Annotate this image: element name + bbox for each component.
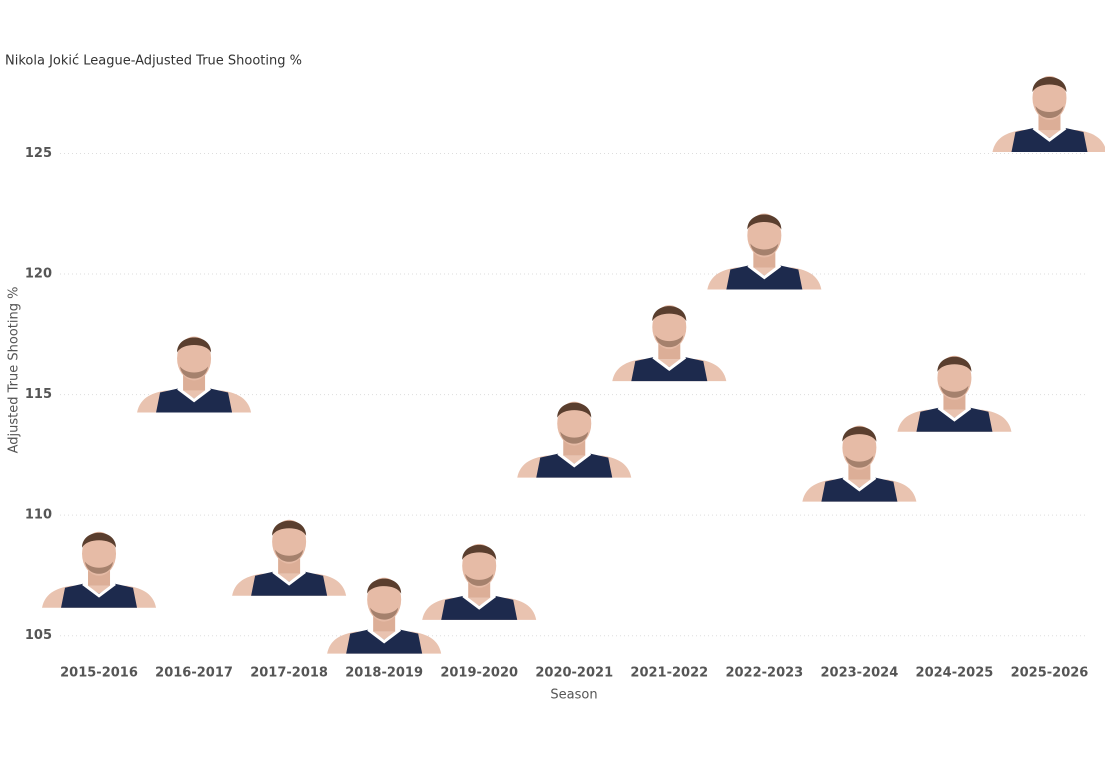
- beard: [465, 573, 494, 586]
- collar: [557, 452, 592, 468]
- x-tick-label: 2015-2016: [60, 666, 138, 681]
- x-tick-label: 2023-2024: [821, 666, 899, 681]
- x-tick-label: 2018-2019: [345, 666, 423, 681]
- player-marker: [42, 531, 157, 608]
- head: [747, 213, 782, 258]
- x-tick-label: 2017-2018: [250, 666, 328, 681]
- collar: [842, 476, 877, 492]
- y-axis-title: Adjusted True Shooting %: [7, 287, 22, 454]
- beard: [655, 335, 684, 348]
- player-marker: [137, 336, 252, 413]
- x-tick-label: 2019-2020: [440, 666, 518, 681]
- hair: [842, 426, 877, 442]
- player-marker: [897, 355, 1012, 432]
- head: [842, 425, 877, 470]
- player-marker: [612, 305, 727, 382]
- y-tick-label: 120: [25, 267, 52, 282]
- head: [557, 401, 592, 446]
- hair: [82, 532, 117, 548]
- chart-title: Nikola Jokić League-Adjusted True Shooti…: [5, 54, 302, 69]
- head: [937, 355, 972, 400]
- collar: [937, 406, 972, 422]
- collar: [272, 570, 307, 586]
- beard: [180, 366, 209, 379]
- x-tick-label: 2016-2017: [155, 666, 233, 681]
- collar: [367, 628, 402, 644]
- hair: [272, 520, 307, 536]
- y-tick-label: 110: [25, 508, 52, 523]
- x-tick-label: 2021-2022: [630, 666, 708, 681]
- x-tick-label: 2024-2025: [916, 666, 994, 681]
- head: [652, 305, 687, 350]
- head: [367, 577, 402, 622]
- collar: [747, 264, 782, 280]
- y-tick-label: 125: [25, 146, 52, 161]
- collar: [462, 594, 497, 610]
- collar: [652, 355, 687, 371]
- player-marker: [802, 425, 917, 502]
- hair: [557, 402, 592, 418]
- y-tick-label: 105: [25, 628, 52, 643]
- x-axis-title: Season: [550, 688, 597, 703]
- x-tick-label: 2020-2021: [535, 666, 613, 681]
- head: [177, 336, 212, 381]
- x-tick-label: 2025-2026: [1011, 666, 1089, 681]
- beard: [750, 243, 779, 256]
- player-marker: [992, 76, 1105, 153]
- collar: [177, 387, 211, 403]
- beard: [1035, 106, 1064, 119]
- player-marker: [327, 577, 442, 654]
- hair: [652, 306, 687, 322]
- beard: [940, 385, 969, 398]
- player-marker: [707, 213, 822, 290]
- beard: [275, 549, 304, 562]
- beard: [85, 561, 114, 574]
- head: [272, 519, 307, 564]
- hair: [367, 578, 402, 594]
- y-tick-label: 115: [25, 387, 52, 402]
- beard: [370, 607, 399, 620]
- head: [1032, 76, 1067, 121]
- hair: [177, 337, 212, 353]
- player-marker: [422, 543, 537, 620]
- hair: [937, 356, 972, 372]
- hair: [1032, 77, 1067, 93]
- player-marker: [517, 401, 632, 478]
- x-tick-label: 2022-2023: [725, 666, 803, 681]
- beard: [845, 455, 874, 468]
- beard: [560, 431, 589, 444]
- collar: [82, 582, 116, 598]
- hair: [747, 214, 782, 230]
- head: [462, 543, 497, 588]
- head: [82, 531, 117, 576]
- hair: [462, 544, 497, 560]
- player-marker: [232, 519, 347, 596]
- collar: [1032, 126, 1067, 142]
